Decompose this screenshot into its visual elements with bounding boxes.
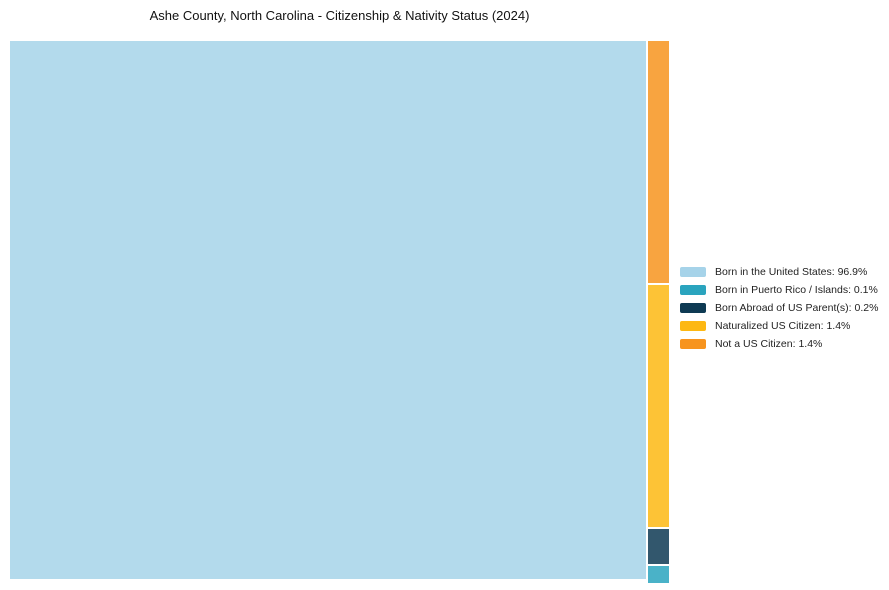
- treemap-block-naturalized[interactable]: [648, 285, 669, 528]
- legend-label-born-abroad: Born Abroad of US Parent(s): 0.2%: [715, 302, 879, 314]
- treemap-block-born-in-us[interactable]: [10, 41, 646, 579]
- legend-item-born-abroad[interactable]: Born Abroad of US Parent(s): 0.2%: [680, 302, 878, 314]
- legend-label-born-puerto-rico: Born in Puerto Rico / Islands: 0.1%: [715, 284, 878, 296]
- legend-label-naturalized: Naturalized US Citizen: 1.4%: [715, 320, 851, 332]
- treemap-right-column: [648, 41, 669, 583]
- legend-item-naturalized[interactable]: Naturalized US Citizen: 1.4%: [680, 320, 878, 332]
- legend-swatch-not-us-citizen: [680, 339, 706, 349]
- legend: Born in the United States: 96.9% Born in…: [680, 266, 878, 350]
- treemap-block-not-us-citizen[interactable]: [648, 41, 669, 284]
- legend-item-born-puerto-rico[interactable]: Born in Puerto Rico / Islands: 0.1%: [680, 284, 878, 296]
- legend-label-born-in-us: Born in the United States: 96.9%: [715, 266, 868, 278]
- legend-swatch-born-abroad: [680, 303, 706, 313]
- treemap-block-born-abroad[interactable]: [648, 529, 669, 564]
- treemap-block-born-puerto-rico[interactable]: [648, 565, 669, 583]
- legend-item-born-in-us[interactable]: Born in the United States: 96.9%: [680, 266, 878, 278]
- chart-title: Ashe County, North Carolina - Citizenshi…: [149, 8, 530, 23]
- treemap-plot: [10, 41, 669, 583]
- legend-item-not-us-citizen[interactable]: Not a US Citizen: 1.4%: [680, 338, 878, 350]
- legend-swatch-born-puerto-rico: [680, 285, 706, 295]
- legend-label-not-us-citizen: Not a US Citizen: 1.4%: [715, 338, 823, 350]
- legend-swatch-born-in-us: [680, 267, 706, 277]
- legend-swatch-naturalized: [680, 321, 706, 331]
